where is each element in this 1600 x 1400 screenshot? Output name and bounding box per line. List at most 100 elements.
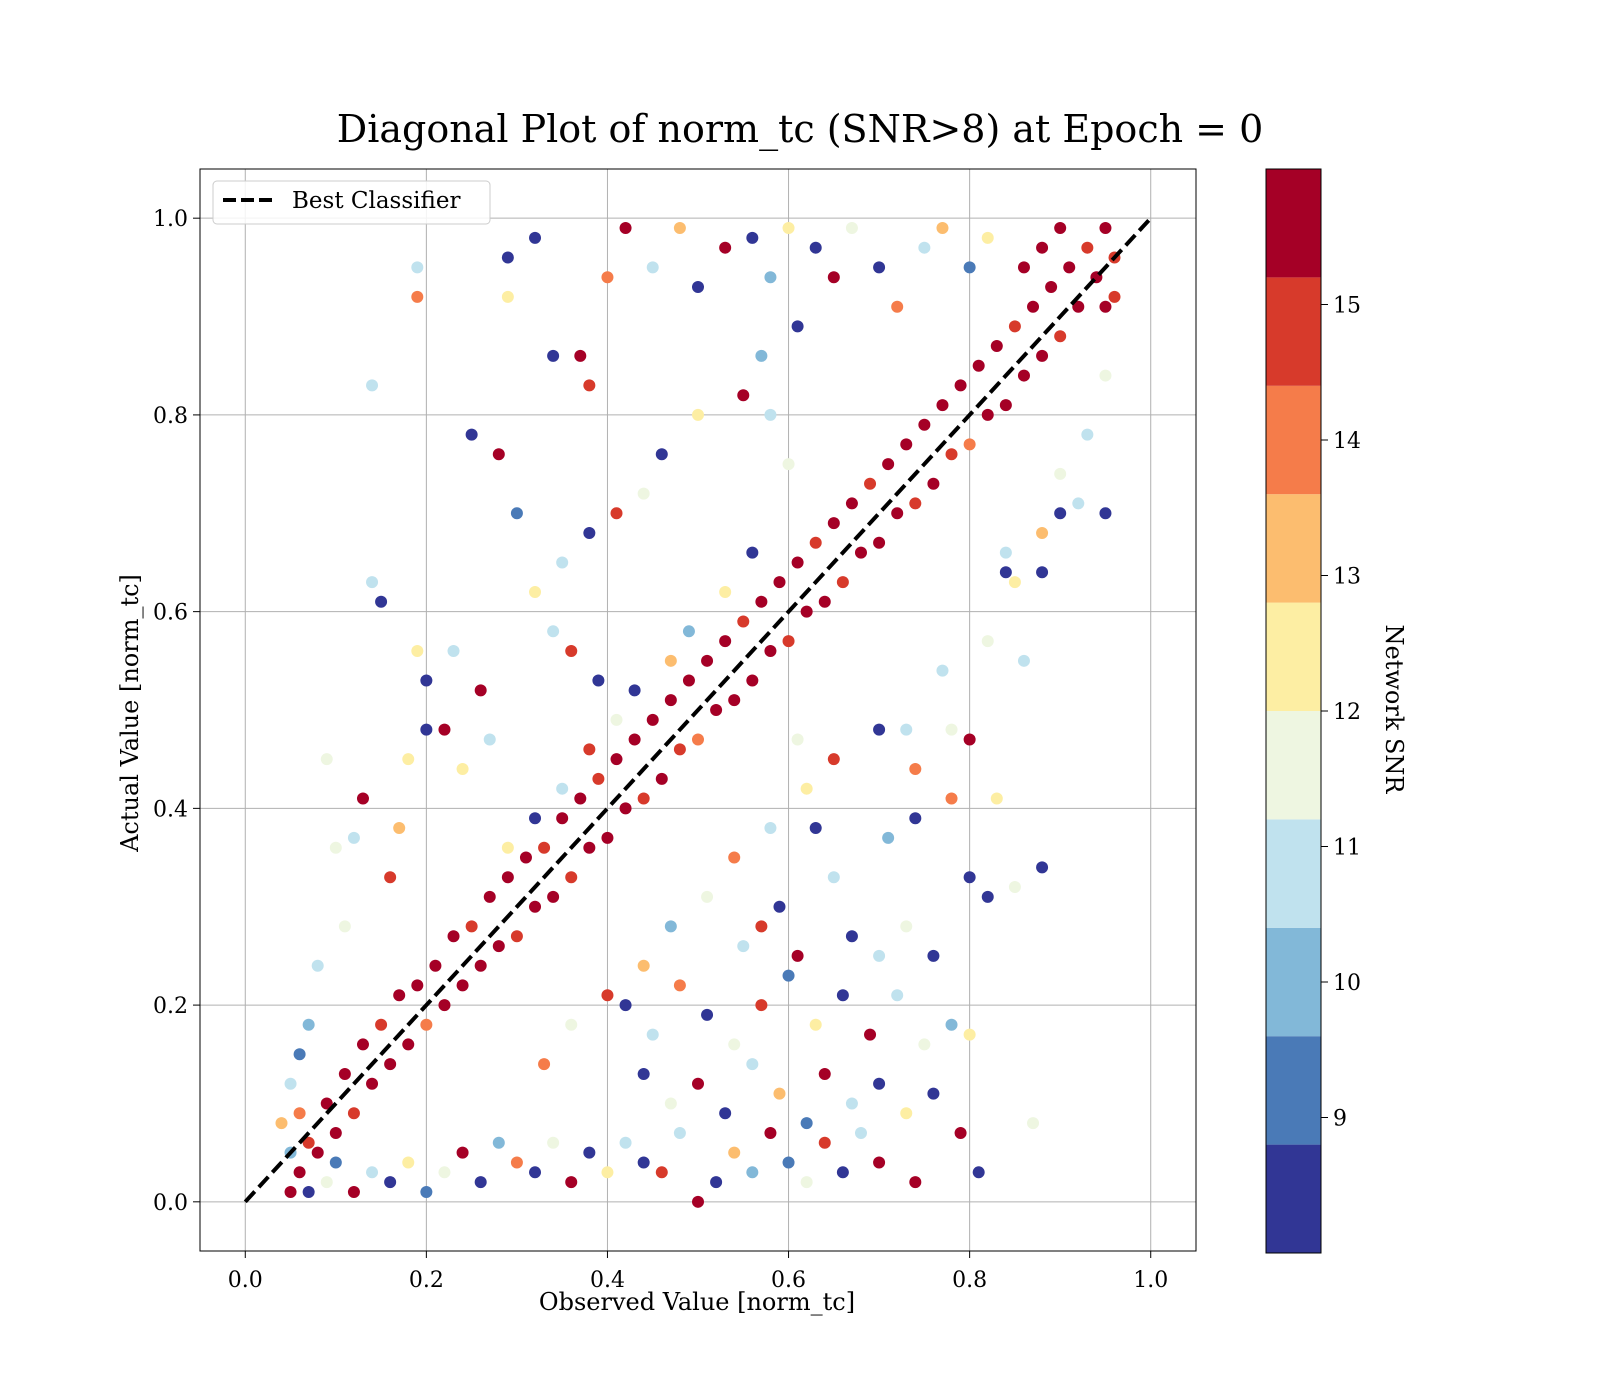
scatter-point: [456, 763, 469, 776]
scatter-point: [329, 1156, 342, 1169]
scatter-point: [673, 979, 686, 992]
scatter-point: [474, 959, 487, 972]
scatter-point: [692, 733, 704, 746]
scatter-point: [637, 487, 650, 500]
scatter-point: [583, 743, 596, 756]
y-tick-label: 0.8: [153, 404, 188, 429]
scatter-point: [999, 566, 1012, 579]
scatter-point: [692, 1077, 704, 1090]
scatter-point: [646, 1028, 659, 1041]
scatter-point: [1027, 300, 1040, 313]
scatter-point: [728, 1146, 741, 1159]
scatter-point: [601, 989, 614, 1002]
scatter-point: [927, 1087, 940, 1100]
scatter-point: [800, 1176, 813, 1189]
scatter-point: [637, 959, 650, 972]
scatter-point: [701, 1008, 714, 1021]
scatter-point: [293, 1048, 306, 1061]
scatter-point: [1054, 222, 1067, 235]
scatter-point: [746, 546, 759, 559]
scatter-point: [818, 1067, 831, 1080]
scatter-point: [1081, 428, 1094, 441]
scatter-point: [692, 281, 704, 294]
scatter-point: [900, 920, 913, 933]
scatter-point: [510, 507, 523, 520]
scatter-point: [882, 458, 895, 471]
scatter-point: [492, 448, 505, 461]
scatter-point: [981, 408, 994, 421]
scatter-point: [420, 723, 433, 736]
scatter-point: [981, 635, 994, 648]
scatter-point: [664, 694, 677, 707]
scatter-point: [547, 890, 560, 903]
scatter-point: [1017, 654, 1030, 667]
scatter-point: [764, 408, 777, 421]
scatter-point: [483, 733, 496, 746]
scatter-point: [728, 851, 741, 864]
scatter-point: [909, 497, 922, 510]
colorbar-segment: [1266, 169, 1321, 278]
scatter-point: [338, 920, 351, 933]
scatter-point: [918, 1038, 931, 1051]
scatter-point: [963, 871, 976, 884]
scatter-point: [945, 1018, 958, 1031]
scatter-point: [538, 841, 551, 854]
scatter-point: [818, 1136, 831, 1149]
scatter-point: [845, 930, 858, 943]
scatter-point: [791, 949, 804, 962]
scatter-point: [393, 989, 406, 1002]
scatter-point: [510, 930, 523, 943]
colorbar-segment: [1266, 602, 1321, 711]
scatter-point: [854, 546, 867, 559]
scatter-point: [782, 969, 795, 982]
scatter-point: [809, 1018, 822, 1031]
scatter-point: [302, 1185, 315, 1198]
scatter-point: [845, 222, 858, 235]
scatter-point: [474, 1176, 487, 1189]
colorbar-segment: [1266, 385, 1321, 495]
scatter-point: [800, 782, 813, 795]
y-tick-label: 0.0: [153, 1191, 188, 1216]
scatter-point: [293, 1107, 306, 1120]
scatter-point: [873, 723, 886, 736]
scatter-point: [456, 1146, 469, 1159]
scatter-point: [728, 1038, 741, 1051]
y-tick-label: 0.6: [153, 601, 188, 626]
scatter-point: [990, 792, 1003, 805]
legend-label-best-classifier: Best Classifier: [292, 188, 460, 214]
scatter-point: [873, 1156, 886, 1169]
scatter-point: [701, 890, 714, 903]
scatter-point: [1099, 369, 1112, 382]
scatter-point: [610, 713, 623, 726]
scatter-point: [746, 674, 759, 687]
scatter-point: [628, 684, 641, 697]
scatter-point: [438, 999, 451, 1012]
scatter-point: [1072, 300, 1085, 313]
scatter-point: [320, 753, 333, 766]
scatter-point: [447, 930, 460, 943]
scatter-point: [936, 399, 949, 412]
scatter-point: [791, 733, 804, 746]
scatter-point: [891, 507, 904, 520]
scatter-point: [393, 822, 406, 835]
scatter-point: [366, 379, 379, 392]
scatter-point: [411, 261, 424, 274]
scatter-point: [873, 261, 886, 274]
scatter-point: [384, 1058, 397, 1071]
scatter-point: [1008, 320, 1021, 333]
scatter-point: [601, 1166, 614, 1179]
scatter-point: [411, 290, 424, 303]
colorbar-segment: [1266, 277, 1321, 386]
scatter-point: [764, 271, 777, 284]
x-tick-label: 0.0: [228, 1268, 263, 1293]
scatter-point: [592, 772, 605, 785]
scatter-point: [311, 1146, 324, 1159]
scatter-point: [1099, 507, 1112, 520]
scatter-point: [963, 438, 976, 451]
scatter-point: [945, 723, 958, 736]
scatter-point: [827, 517, 840, 530]
scatter-point: [737, 940, 750, 953]
scatter-point: [646, 713, 659, 726]
scatter-point: [583, 379, 596, 392]
scatter-point: [764, 644, 777, 657]
